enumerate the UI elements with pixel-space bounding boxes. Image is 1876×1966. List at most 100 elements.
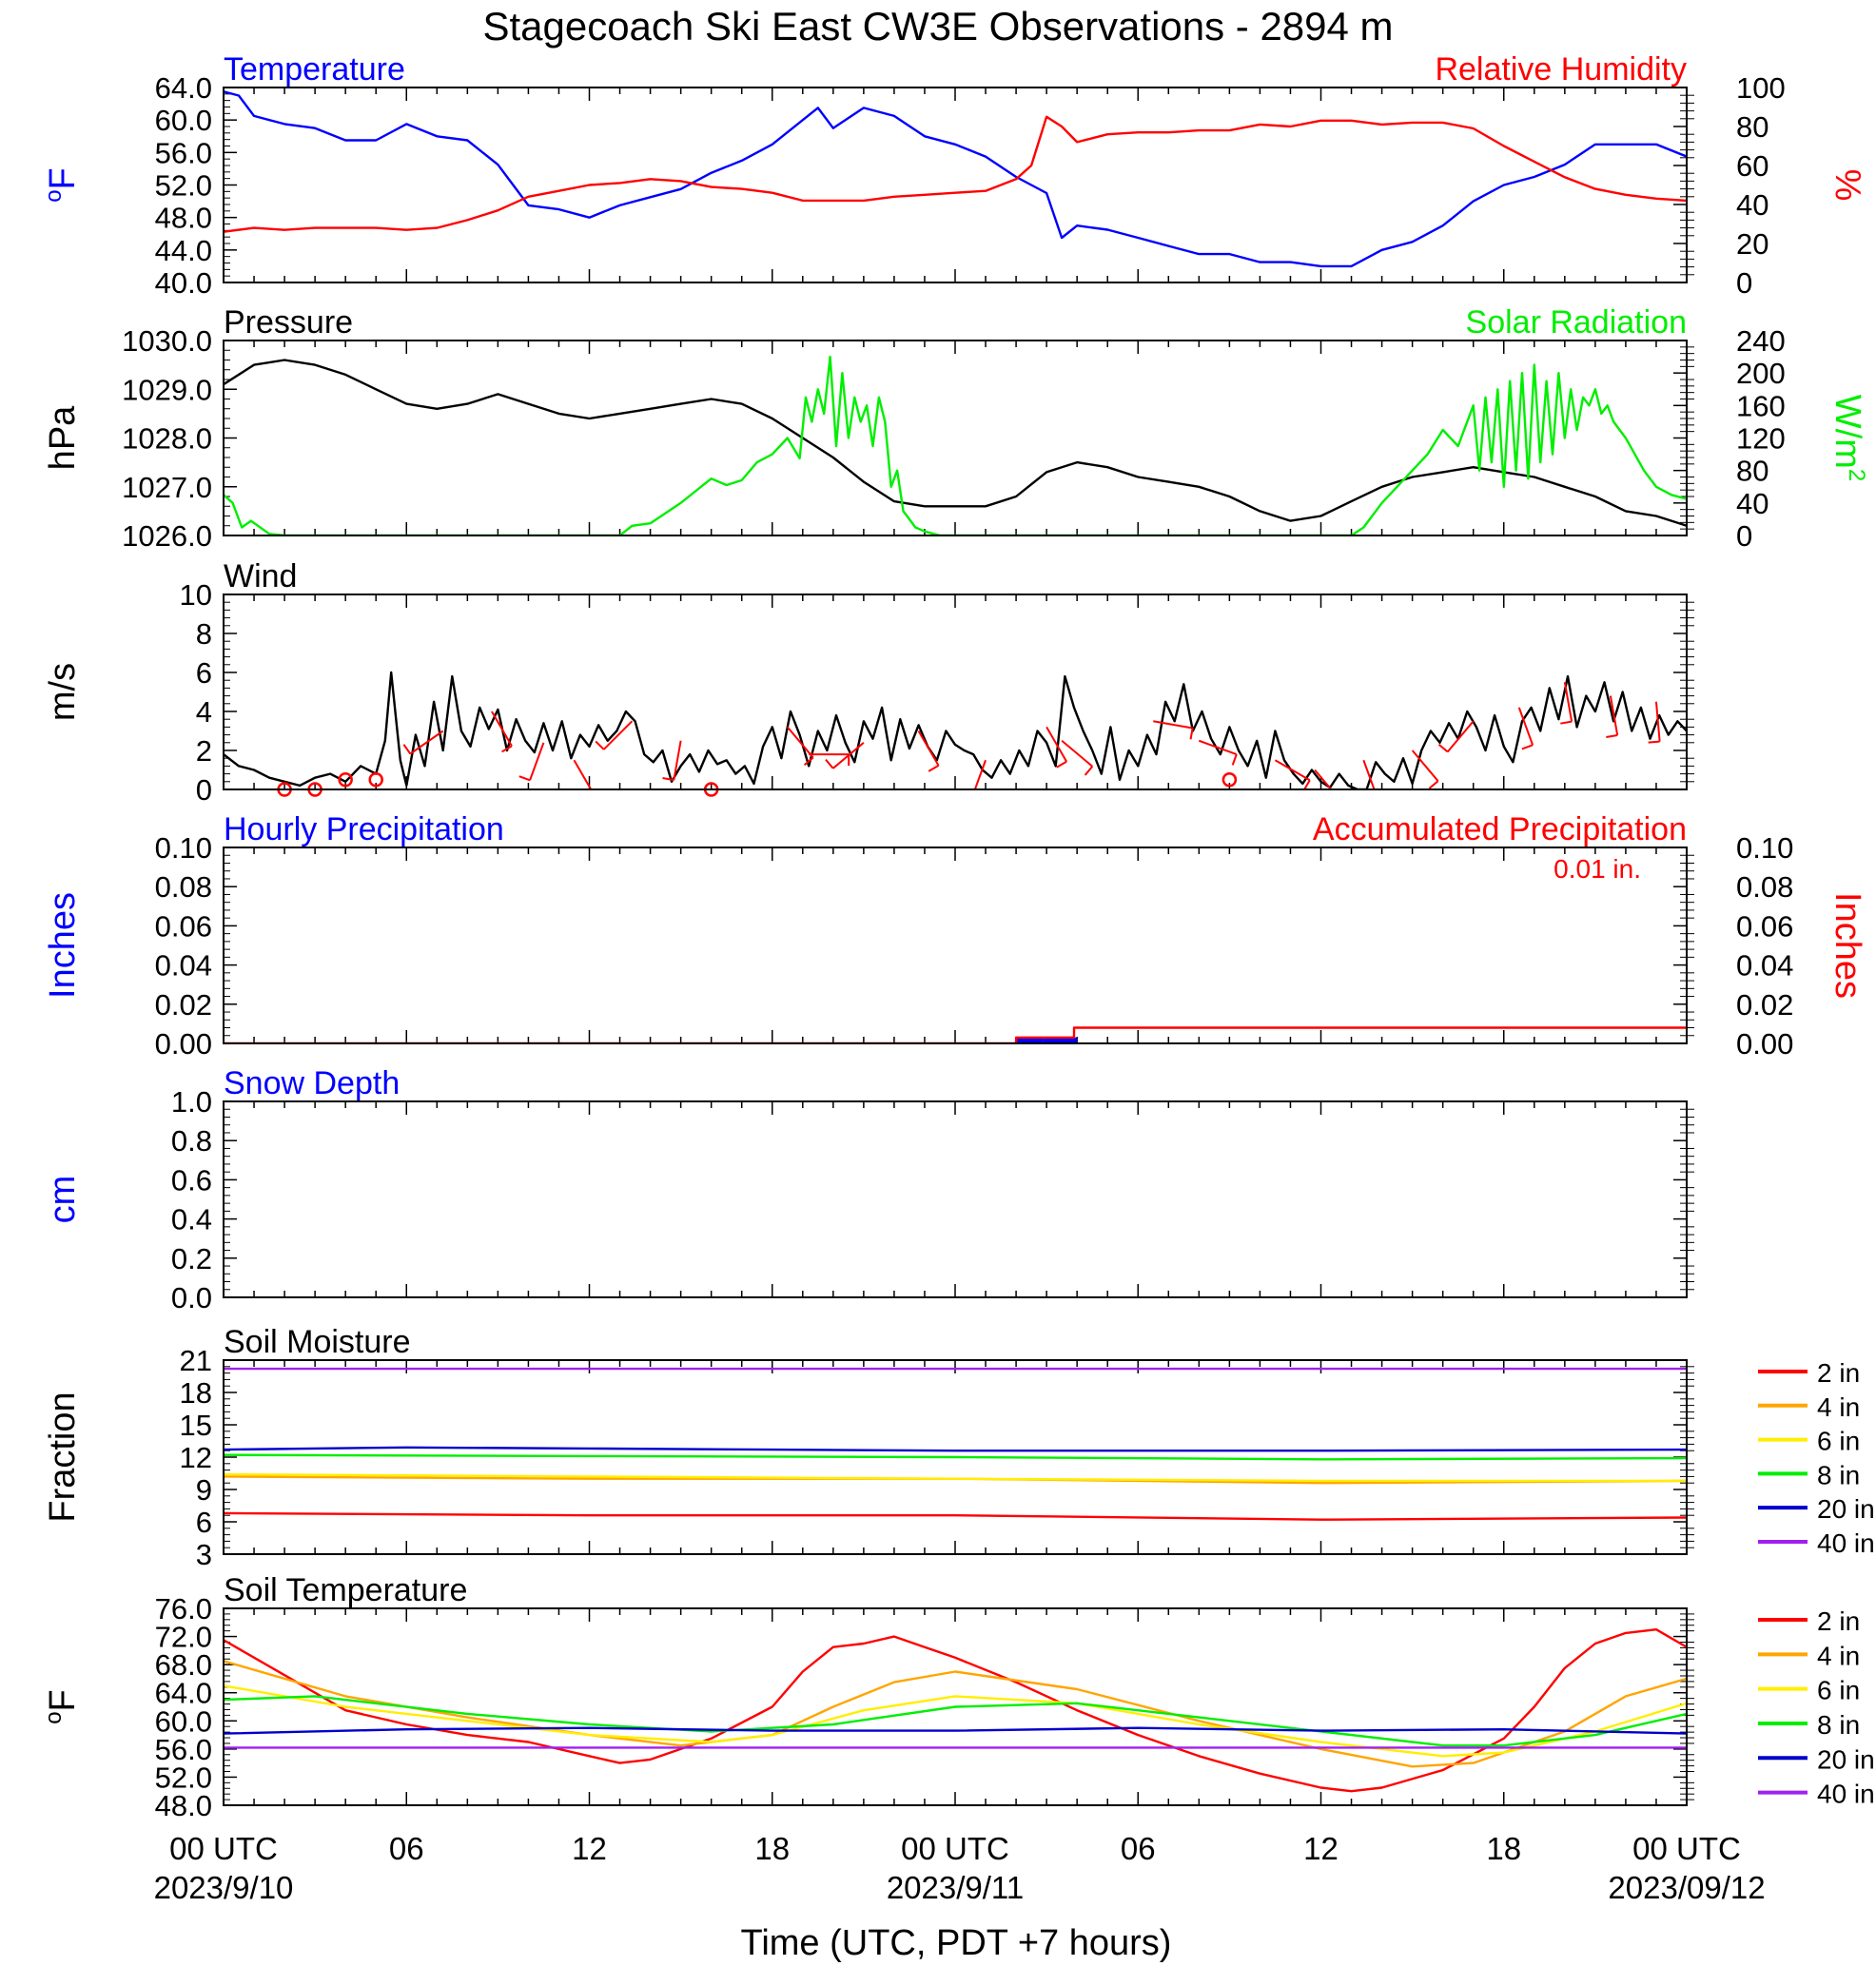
calm-marker (1221, 772, 1238, 788)
series-pressure (224, 359, 1687, 527)
panel-frame (223, 847, 1688, 1044)
y-tick-label: 6 (196, 656, 212, 690)
y-tick-label: 0.00 (155, 1027, 212, 1061)
panel-frame (223, 1100, 1688, 1298)
panel-title-left: Soil Moisture (224, 1324, 411, 1360)
y-axis-label-right: % (1827, 169, 1867, 202)
y-tick-label: 8 (196, 617, 212, 651)
x-date-label: 2023/9/11 (887, 1870, 1024, 1905)
series-8-in (224, 1695, 1687, 1747)
y-tick-label: 12 (180, 1441, 212, 1474)
y-tick-label: 0.04 (155, 949, 212, 983)
wind-barb-flag (1648, 740, 1660, 744)
wind-barb (409, 730, 444, 755)
y-tick-label: 68.0 (155, 1648, 212, 1682)
legend-label: 2 in (1817, 1606, 1860, 1636)
wind-barb (1314, 769, 1333, 789)
data-layer (224, 1627, 1687, 1793)
x-axis: 00 UTC 2023/9/10 06 12 18 00 UTC 2023/9/11 06 12… (154, 1831, 1766, 1905)
legend-label: 4 in (1817, 1641, 1860, 1670)
y-tick-label: 0.2 (171, 1242, 212, 1275)
wind-barb (1198, 739, 1238, 756)
wind-barb-flag (595, 740, 605, 750)
x-axis-label: Time (UTC, PDT +7 hours) (741, 1923, 1172, 1963)
y-tick-label: 52.0 (155, 1761, 212, 1794)
series-relative-humidity (224, 115, 1687, 233)
precip-bar (1016, 1037, 1044, 1043)
legend-label: 20 in (1817, 1744, 1875, 1774)
wind-barb-flag (1231, 753, 1238, 766)
x-tick-label: 00 UTC (169, 1831, 278, 1866)
y-tick-label: 0.4 (171, 1203, 212, 1236)
y-tick-label-right: 80 (1736, 110, 1769, 144)
wind-barb (787, 726, 814, 759)
y-axis-label-left: hPa (43, 405, 83, 470)
data-layer (224, 1026, 1687, 1043)
y-tick-label: 0.02 (155, 988, 212, 1022)
panel-temp: 40.044.048.052.056.060.064.0 0 20 40 60 80 100… (41, 51, 1867, 300)
x-tick-label: 00 UTC (901, 1831, 1009, 1866)
annotation: 0.01 in. (1554, 854, 1641, 884)
y-tick-label-right: 40 (1736, 188, 1769, 222)
x-tick-label: 18 (1486, 1831, 1521, 1866)
y-tick-label-right: 0 (1736, 266, 1752, 300)
y-tick-label: 0.10 (155, 831, 212, 865)
calm-marker (338, 772, 353, 788)
panel-pressure: 1026.0 1027.0 1028.0 1029.0 1030.0 0408012016… (43, 304, 1869, 553)
wind-barb-flag (825, 758, 834, 769)
y-tick-label: 0 (196, 773, 212, 807)
wind-barb-flag (584, 795, 594, 801)
wind-barb (491, 710, 513, 747)
panels: 40.044.048.052.056.060.064.0020406080100… (41, 51, 1875, 1822)
wind-barb (602, 720, 634, 750)
panel-title-left: Hourly Precipitation (224, 811, 504, 847)
y-tick-label: 18 (180, 1376, 212, 1410)
wind-barb (1045, 726, 1067, 763)
legend-label: 8 in (1817, 1710, 1860, 1740)
wind-barb-flag (928, 765, 940, 772)
y-tick-label: 10 (180, 578, 212, 612)
panel-title-left: Soil Temperature (224, 1572, 467, 1608)
y-tick-label: 1027.0 (122, 471, 212, 504)
page-title: Stagecoach Ski East CW3E Observations - … (482, 4, 1393, 49)
legend-label: 40 in (1817, 1780, 1875, 1809)
y-tick-label: 1026.0 (122, 519, 212, 553)
y-tick-label-right: 200 (1736, 357, 1786, 390)
wind-barb-flag (1560, 720, 1573, 725)
panel-frame (223, 594, 1688, 790)
y-tick-label: 72.0 (155, 1621, 212, 1654)
x-tick-label: 12 (572, 1831, 607, 1866)
wind-barb (917, 730, 940, 767)
panel-wind: 0 2 4 6 8 10 Wind m/s (43, 558, 1694, 808)
wind-barb-flag (1437, 743, 1449, 753)
wind-barb (1362, 759, 1376, 789)
y-tick-label-right: 120 (1736, 422, 1786, 456)
x-tick-label: 06 (389, 1831, 424, 1866)
y-tick-label: 15 (180, 1409, 212, 1442)
y-tick-label: 76.0 (155, 1592, 212, 1625)
panel-title-right: Relative Humidity (1435, 51, 1687, 88)
y-tick-label-right: 100 (1736, 71, 1786, 105)
y-tick-label: 4 (196, 695, 212, 729)
y-axis-label-left: oF (41, 1689, 83, 1724)
y-tick-label: 56.0 (155, 136, 212, 169)
series-4-in (224, 1660, 1687, 1768)
y-tick-label-right: 60 (1736, 149, 1769, 183)
y-tick-label: 64.0 (155, 1677, 212, 1710)
y-tick-label-right: 0.04 (1736, 949, 1793, 983)
y-tick-label-right: 0.10 (1736, 831, 1793, 865)
wind-barb-flag (1332, 801, 1340, 808)
wind-barb (1153, 720, 1193, 730)
wind-barb-flag (1084, 766, 1094, 776)
wind-barb (529, 742, 545, 781)
y-tick-label: 60.0 (155, 104, 212, 137)
y-tick-label: 60.0 (155, 1704, 212, 1738)
wind-barb-flag (1056, 760, 1067, 769)
series-20-in (224, 1726, 1687, 1735)
wind-barb (832, 742, 865, 769)
data-layer (224, 355, 1687, 535)
series-6-in (224, 1684, 1687, 1758)
legend-label: 4 in (1817, 1392, 1860, 1422)
